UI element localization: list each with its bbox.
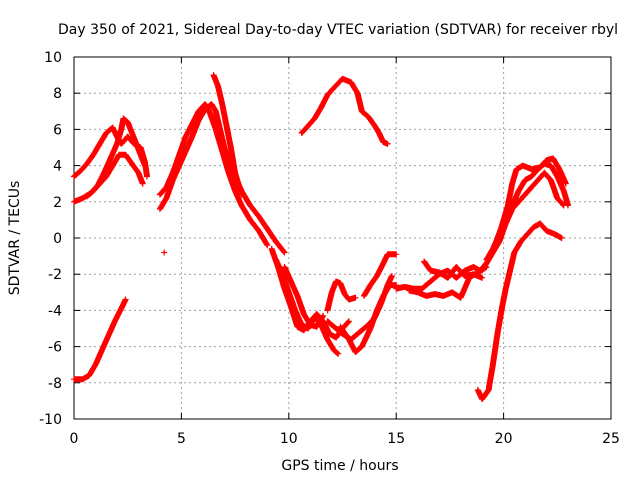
x-tick-label: 15: [387, 431, 405, 447]
series-track-18: [406, 264, 490, 301]
y-tick-label: -10: [39, 412, 62, 428]
chart-title: Day 350 of 2021, Sidereal Day-to-day VTE…: [58, 22, 618, 38]
series-track-7: [156, 101, 271, 249]
series-track-16-markers: [298, 75, 391, 147]
y-tick-label: 4: [53, 159, 62, 175]
series-track-21-markers: [479, 169, 567, 274]
series-track-10-markers: [272, 256, 342, 357]
y-axis-title: SDTVAR / TECUs: [7, 181, 23, 296]
series-track-15: [361, 251, 400, 299]
series-track-6-markers: [156, 101, 288, 256]
series-track-23: [474, 220, 565, 403]
series-track-6: [156, 101, 288, 256]
series-track-18-markers: [406, 264, 490, 301]
y-tick-label: 10: [44, 50, 62, 66]
series-track-19: [421, 258, 486, 281]
series-track-3-markers: [83, 151, 146, 200]
series-track-22: [492, 155, 569, 249]
y-tick-label: 0: [53, 231, 62, 247]
y-tick-label: -6: [48, 340, 62, 356]
axis-ticks: [73, 56, 612, 420]
series-track-14: [337, 282, 400, 355]
series-track-12-markers: [324, 278, 359, 314]
series-track-23-markers: [474, 220, 565, 403]
series-track-8: [210, 72, 245, 198]
x-tick-label: 0: [70, 431, 79, 447]
series-track-22-markers: [492, 155, 569, 249]
grid: [74, 57, 611, 419]
series-track-3: [83, 151, 146, 200]
x-axis-title: GPS time / hours: [281, 458, 398, 474]
x-tick-label: 10: [280, 431, 298, 447]
series-track-14-markers: [337, 282, 400, 355]
series-track-15-markers: [361, 251, 400, 299]
series-track-16: [298, 75, 391, 147]
series-track-8-markers: [210, 72, 245, 198]
series-track-19-markers: [421, 258, 486, 281]
x-tick-labels: 0 5 10 15 20 25: [70, 431, 620, 447]
series-track-12: [324, 278, 359, 314]
y-tick-label: -4: [48, 303, 62, 319]
series-track-4: [71, 296, 129, 383]
series-track-11: [281, 264, 327, 330]
y-tick-label: 2: [53, 195, 62, 211]
series-track-11-markers: [281, 264, 327, 330]
series-track-10: [272, 256, 342, 357]
x-tick-label: 5: [177, 431, 186, 447]
series-track-5-markers: [161, 249, 168, 256]
y-tick-label: -8: [48, 376, 62, 392]
y-tick-label: 6: [53, 122, 62, 138]
y-tick-label: -2: [48, 267, 62, 283]
series-track-21: [479, 169, 567, 274]
x-tick-label: 20: [495, 431, 513, 447]
series-track-7-markers: [156, 101, 271, 249]
data-points: [71, 72, 571, 403]
series-track-4-markers: [71, 296, 129, 383]
y-tick-labels: -10 -8 -6 -4 -2 0 2 4 6 8 10: [39, 50, 62, 428]
series-track-5: [161, 249, 168, 256]
x-tick-label: 25: [602, 431, 620, 447]
y-tick-label: 8: [53, 86, 62, 102]
